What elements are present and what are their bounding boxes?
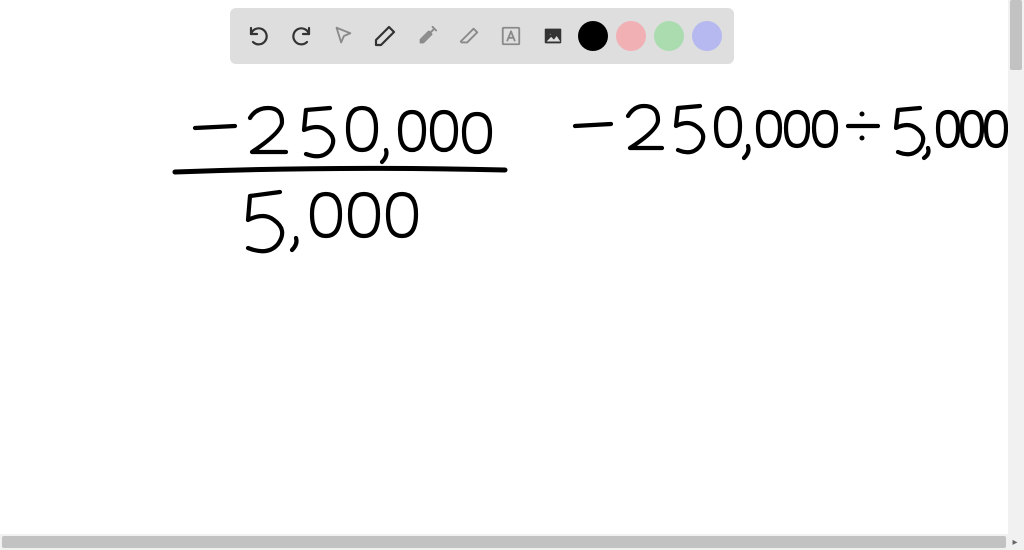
fraction-bar — [175, 168, 505, 172]
color-black[interactable] — [578, 21, 608, 51]
tools-button[interactable] — [410, 19, 444, 53]
text-tool-button[interactable] — [494, 19, 528, 53]
image-tool-button[interactable] — [536, 19, 570, 53]
color-pink[interactable] — [616, 21, 646, 51]
color-green[interactable] — [654, 21, 684, 51]
horizontal-scrollbar-thumb[interactable] — [2, 536, 1006, 548]
vertical-scrollbar[interactable] — [1008, 0, 1024, 534]
fraction-numerator — [195, 108, 490, 162]
fraction-denominator — [248, 192, 416, 251]
drawing-toolbar — [230, 8, 734, 64]
horizontal-scrollbar[interactable]: ▸ — [0, 534, 1024, 550]
pointer-tool-button[interactable] — [326, 19, 360, 53]
scroll-right-arrow-icon[interactable]: ▸ — [1008, 534, 1022, 550]
color-purple[interactable] — [692, 21, 722, 51]
expression-right — [575, 106, 1006, 158]
redo-button[interactable] — [284, 19, 318, 53]
pen-tool-button[interactable] — [368, 19, 402, 53]
vertical-scrollbar-thumb[interactable] — [1010, 0, 1022, 70]
eraser-tool-button[interactable] — [452, 19, 486, 53]
whiteboard-canvas[interactable]: ▸ - 250,000 5,000 - 250,000 ÷ 5,000 — [0, 0, 1024, 550]
handwriting-layer — [0, 0, 1008, 534]
undo-button[interactable] — [242, 19, 276, 53]
